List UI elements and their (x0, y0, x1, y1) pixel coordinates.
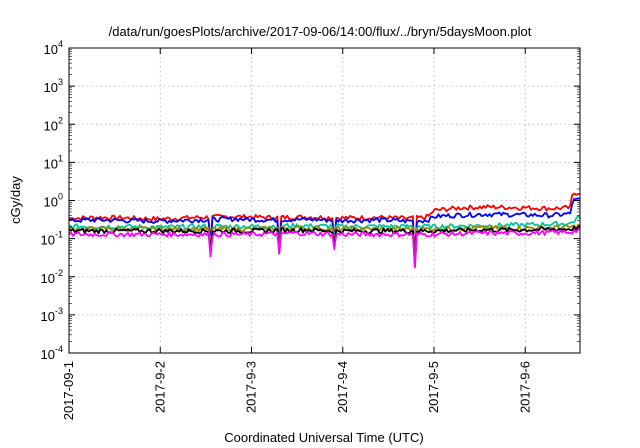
x-axis: 2017-09-1 2017-9-2 2017-9-3 2017-9-4 2017-9-… (61, 48, 532, 420)
x-tick-label: 2017-09-1 (61, 361, 76, 420)
x-axis-label: Coordinated Universal Time (UTC) (224, 430, 423, 445)
y-tick-label: 10-4 (41, 344, 63, 362)
y-axis: 104 103 102 101 100 10-1 10-2 10-3 10-4 (41, 39, 580, 362)
grid (69, 48, 580, 353)
y-tick-label: 10-3 (41, 306, 63, 324)
y-tick-label: 104 (44, 39, 63, 57)
x-tick-label: 2017-9-4 (335, 361, 350, 413)
x-tick-label: 2017-9-6 (517, 361, 532, 413)
series-line (68, 227, 581, 269)
y-tick-label: 102 (44, 115, 63, 133)
y-tick-label: 101 (44, 153, 63, 171)
series-line (68, 197, 581, 263)
x-tick-label: 2017-9-3 (244, 361, 259, 413)
x-tick-label: 2017-9-2 (152, 361, 167, 413)
x-tick-label: 2017-9-5 (426, 361, 441, 413)
y-axis-label: cGy/day (8, 176, 23, 224)
series-line (68, 223, 581, 266)
y-tick-label: 103 (44, 77, 63, 95)
series-line (68, 224, 581, 268)
y-tick-label: 10-2 (41, 268, 63, 286)
y-tick-label: 100 (44, 192, 63, 210)
chart-title: /data/run/goesPlots/archive/2017-09-06/1… (109, 24, 532, 39)
series-group (68, 192, 581, 269)
y-tick-label: 10-1 (41, 230, 63, 248)
